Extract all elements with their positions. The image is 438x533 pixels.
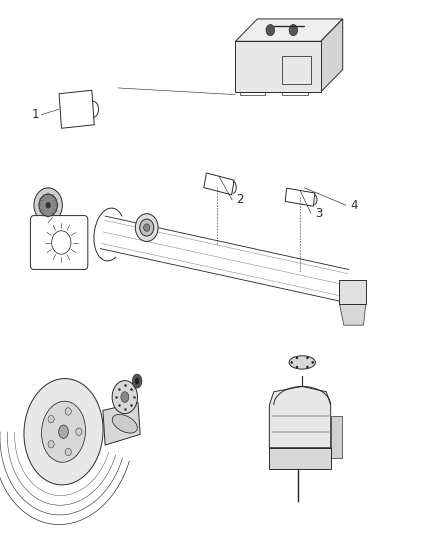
Text: 3: 3 (315, 207, 323, 220)
Ellipse shape (112, 415, 138, 433)
Ellipse shape (289, 25, 297, 36)
Polygon shape (321, 19, 343, 92)
Text: 2: 2 (237, 193, 244, 206)
Ellipse shape (266, 25, 275, 36)
Ellipse shape (135, 214, 158, 241)
Ellipse shape (135, 378, 139, 384)
Ellipse shape (311, 361, 314, 364)
Ellipse shape (289, 356, 315, 369)
Polygon shape (285, 188, 315, 206)
Ellipse shape (24, 378, 103, 485)
Ellipse shape (59, 425, 68, 438)
Polygon shape (59, 90, 94, 128)
Polygon shape (269, 448, 331, 469)
Ellipse shape (121, 392, 129, 402)
Polygon shape (339, 304, 366, 325)
Ellipse shape (296, 366, 298, 368)
Ellipse shape (144, 224, 150, 231)
Polygon shape (204, 173, 234, 195)
Ellipse shape (306, 357, 309, 359)
Ellipse shape (42, 401, 85, 462)
Ellipse shape (306, 366, 309, 368)
Ellipse shape (296, 357, 298, 359)
Polygon shape (103, 402, 140, 445)
FancyBboxPatch shape (31, 215, 88, 269)
Polygon shape (339, 280, 366, 304)
Ellipse shape (48, 441, 54, 448)
Polygon shape (269, 386, 331, 448)
Ellipse shape (65, 448, 71, 456)
Ellipse shape (290, 361, 293, 364)
Ellipse shape (140, 219, 154, 236)
Ellipse shape (112, 381, 138, 414)
Ellipse shape (76, 428, 82, 435)
Text: 4: 4 (350, 199, 358, 212)
Ellipse shape (46, 202, 51, 208)
Polygon shape (236, 19, 343, 42)
Ellipse shape (48, 415, 54, 423)
Ellipse shape (39, 194, 57, 216)
Ellipse shape (132, 374, 142, 388)
Polygon shape (331, 416, 342, 458)
Ellipse shape (65, 408, 71, 415)
Text: 1: 1 (32, 108, 39, 121)
Ellipse shape (34, 188, 62, 223)
Polygon shape (236, 42, 321, 92)
Ellipse shape (52, 231, 71, 254)
